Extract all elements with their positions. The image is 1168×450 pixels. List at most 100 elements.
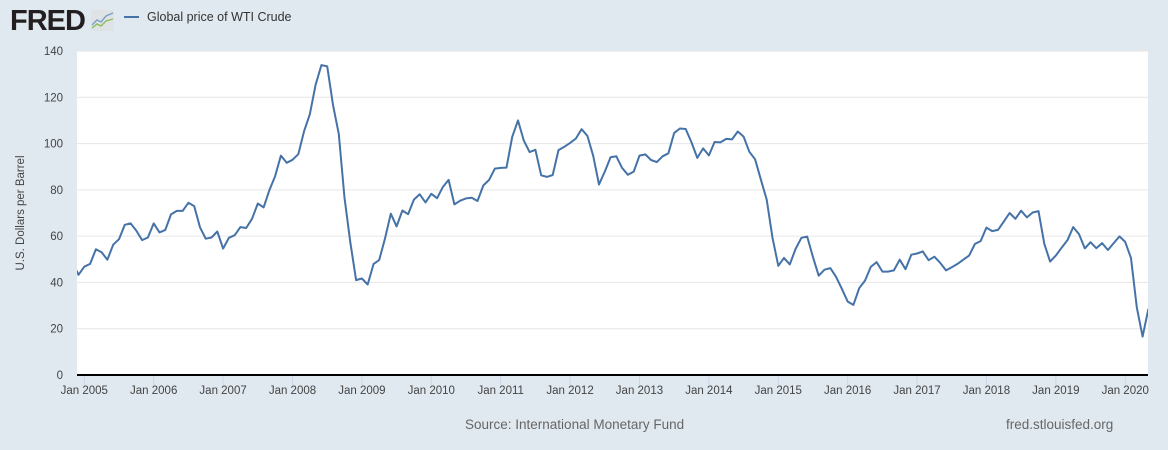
- source-text: Source: International Monetary Fund: [465, 417, 685, 432]
- data-point: [956, 262, 960, 266]
- chart-logo-icon: [91, 10, 114, 31]
- x-tick-label: Jan 2007: [199, 385, 246, 397]
- data-point: [730, 137, 734, 141]
- data-point: [672, 131, 676, 135]
- data-point: [452, 202, 456, 206]
- data-point: [406, 212, 410, 216]
- data-point: [504, 166, 508, 170]
- y-tick-label: 120: [44, 92, 63, 104]
- data-point: [302, 129, 306, 133]
- data-point: [545, 175, 549, 179]
- data-point: [724, 137, 728, 141]
- data-point: [499, 166, 503, 170]
- data-point: [539, 173, 543, 177]
- data-point: [238, 225, 242, 229]
- data-point: [840, 287, 844, 291]
- data-point: [759, 178, 763, 182]
- data-point: [915, 252, 919, 256]
- x-tick-label: Jan 2008: [269, 385, 316, 397]
- data-point: [857, 286, 861, 290]
- data-point: [620, 166, 624, 170]
- data-point: [262, 205, 266, 209]
- data-point: [1065, 238, 1069, 242]
- data-point: [140, 238, 144, 242]
- data-point: [1100, 241, 1104, 245]
- data-point: [666, 151, 670, 155]
- data-point: [296, 152, 300, 156]
- data-point: [805, 235, 809, 239]
- data-point: [973, 242, 977, 246]
- data-point: [568, 141, 572, 145]
- y-tick-label: 60: [50, 231, 63, 243]
- x-tick-label: Jan 2015: [755, 385, 802, 397]
- data-point: [389, 212, 393, 216]
- data-point: [684, 127, 688, 131]
- x-tick-label: Jan 2018: [963, 385, 1010, 397]
- data-point: [1031, 211, 1035, 215]
- data-point: [996, 228, 1000, 232]
- data-point: [528, 150, 532, 154]
- data-point: [765, 198, 769, 202]
- data-point: [383, 236, 387, 240]
- data-point: [400, 208, 404, 212]
- data-point: [157, 230, 161, 234]
- data-point: [423, 200, 427, 204]
- y-tick-label: 20: [50, 324, 63, 336]
- data-point: [186, 201, 190, 205]
- data-point: [799, 236, 803, 240]
- data-point: [1117, 234, 1121, 238]
- data-point: [256, 202, 260, 206]
- data-point: [204, 237, 208, 241]
- data-point: [875, 260, 879, 264]
- data-point: [851, 303, 855, 307]
- data-point: [811, 255, 815, 259]
- data-point: [348, 240, 352, 244]
- data-point: [649, 158, 653, 162]
- data-point: [707, 153, 711, 157]
- data-point: [892, 268, 896, 272]
- data-point: [129, 221, 133, 225]
- data-point: [701, 146, 705, 150]
- data-point: [169, 212, 173, 216]
- data-point: [152, 221, 156, 225]
- data-point: [626, 173, 630, 177]
- data-point: [1077, 232, 1081, 236]
- data-point: [846, 300, 850, 304]
- data-point: [788, 262, 792, 266]
- data-point: [927, 258, 931, 262]
- data-point: [279, 154, 283, 158]
- x-tick-label: Jan 2020: [1102, 385, 1149, 397]
- data-point: [863, 279, 867, 283]
- data-point: [94, 247, 98, 251]
- data-point: [1083, 246, 1087, 250]
- data-point: [105, 258, 109, 262]
- data-point: [343, 196, 347, 200]
- data-point: [1042, 242, 1046, 246]
- data-point: [557, 148, 561, 152]
- x-tick-label: Jan 2011: [477, 385, 523, 397]
- x-tick-label: Jan 2006: [130, 385, 177, 397]
- data-point: [585, 134, 589, 138]
- data-point: [325, 64, 329, 68]
- data-point: [678, 127, 682, 131]
- data-point: [314, 83, 318, 87]
- data-point: [181, 209, 185, 213]
- chart-legend[interactable]: Global price of WTI Crude: [124, 10, 292, 24]
- x-tick-label: Jan 2016: [824, 385, 871, 397]
- data-point: [903, 267, 907, 271]
- data-point: [637, 154, 641, 158]
- data-point: [319, 63, 323, 67]
- data-point: [458, 199, 462, 203]
- data-point: [441, 185, 445, 189]
- fred-logo[interactable]: FRED: [10, 5, 86, 37]
- data-point: [395, 224, 399, 228]
- x-tick-label: Jan 2009: [338, 385, 385, 397]
- data-point: [984, 226, 988, 230]
- data-point: [516, 118, 520, 122]
- site-link[interactable]: fred.stlouisfed.org: [1006, 417, 1114, 432]
- data-point: [435, 196, 439, 200]
- data-point: [828, 266, 832, 270]
- data-point: [1106, 248, 1110, 252]
- data-point: [418, 192, 422, 196]
